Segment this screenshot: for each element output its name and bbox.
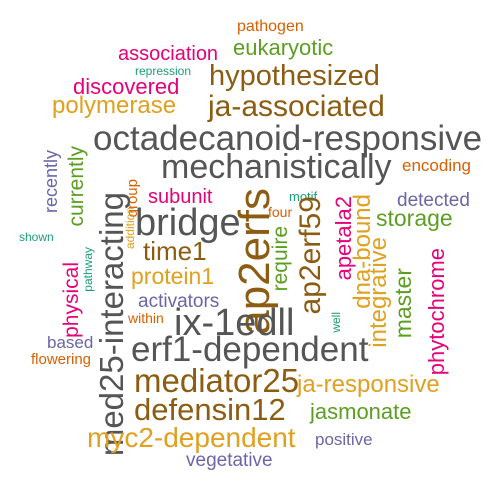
word-currently: currently: [65, 146, 88, 227]
word-erf1-dependent: erf1-dependent: [131, 330, 369, 369]
word-based: based: [47, 333, 94, 352]
word-vegetative: vegetative: [186, 450, 273, 471]
word-require: require: [269, 226, 292, 292]
word-phytochrome: phytochrome: [424, 248, 449, 376]
word-octadecanoid-responsive: octadecanoid-responsive: [93, 119, 483, 158]
word-myc2-dependent: myc2-dependent: [87, 422, 296, 453]
word-master: master: [390, 268, 416, 339]
word-ja-responsive: ja-responsive: [297, 371, 440, 398]
word-bridge: bridge: [135, 202, 241, 244]
word-polymerase: polymerase: [52, 92, 177, 119]
word-physical: physical: [60, 262, 83, 338]
word-motif: motif: [289, 189, 318, 204]
word-within: within: [128, 310, 164, 326]
word-integrative: integrative: [365, 237, 392, 348]
word-ix-1edll: ix-1edll: [174, 302, 295, 344]
word-activators: activators: [138, 291, 220, 312]
word-jasmonate: jasmonate: [310, 399, 412, 424]
word-pathway: pathway: [81, 247, 95, 292]
word-mechanistically: mechanistically: [161, 148, 392, 186]
word-subunit: subunit: [148, 186, 213, 208]
word-eukaryotic: eukaryotic: [233, 35, 334, 60]
word-ap2erf59: ap2erf59: [294, 196, 327, 315]
word-association: association: [118, 43, 219, 65]
word-hypothesized: hypothesized: [209, 60, 380, 92]
word-defensin12: defensin12: [134, 392, 286, 427]
word-flowering: flowering: [31, 351, 92, 368]
word-storage: storage: [376, 205, 453, 231]
word-repression: repression: [135, 64, 192, 78]
word-recently: recently: [41, 150, 61, 214]
word-pathogen: pathogen: [237, 18, 304, 35]
word-four: four: [268, 204, 293, 220]
word-ja-associated: ja-associated: [208, 90, 385, 123]
word-discovered: discovered: [73, 74, 180, 99]
word-encoding: encoding: [402, 156, 472, 175]
word-med25-interacting: med25-interacting: [93, 192, 130, 457]
word-shown: shown: [19, 230, 54, 244]
word-protein1: protein1: [131, 263, 215, 289]
word-time1: time1: [143, 236, 207, 266]
word-mediator25: mediator25: [134, 362, 300, 399]
word-detected: detected: [397, 190, 470, 211]
word-positive: positive: [315, 430, 373, 449]
